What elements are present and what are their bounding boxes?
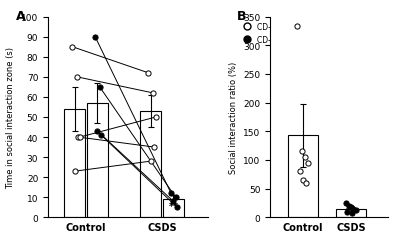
Point: [153, 116, 159, 119]
Point: [346, 204, 352, 208]
Bar: [336, 209, 366, 218]
Point: [74, 76, 80, 80]
Bar: [288, 136, 318, 218]
Text: **: **: [346, 206, 356, 216]
Point: [344, 210, 351, 214]
Point: [298, 150, 305, 154]
Point: [294, 25, 300, 29]
Text: B: B: [237, 10, 246, 22]
Point: [304, 161, 311, 165]
Point: [168, 192, 174, 196]
Point: [353, 209, 360, 213]
Point: [349, 211, 355, 215]
Point: [145, 72, 152, 76]
Bar: [87, 104, 108, 218]
Y-axis label: Social interaction ratio (%): Social interaction ratio (%): [228, 62, 238, 174]
Point: [174, 206, 180, 210]
Point: [71, 170, 78, 173]
Legend: CD-1 (−), CD-1 (+): CD-1 (−), CD-1 (+): [238, 21, 292, 46]
Point: [172, 196, 179, 200]
Point: [96, 86, 103, 89]
Point: [303, 181, 309, 185]
Point: [92, 36, 98, 40]
Point: [302, 156, 308, 160]
Point: [98, 134, 104, 138]
Point: [343, 201, 349, 205]
Y-axis label: Time in social interaction zone (s): Time in social interaction zone (s): [6, 47, 16, 188]
Point: [147, 160, 154, 164]
Bar: [163, 200, 184, 218]
Point: [300, 178, 306, 182]
Point: [170, 200, 176, 203]
Point: [94, 130, 100, 134]
Point: [151, 146, 158, 150]
Text: **: **: [168, 202, 178, 211]
Bar: [64, 110, 85, 218]
Text: A: A: [16, 10, 26, 22]
Point: [150, 92, 156, 96]
Point: [69, 46, 76, 50]
Point: [348, 205, 354, 209]
Point: [296, 170, 303, 174]
Point: [77, 136, 83, 140]
Point: [350, 207, 356, 211]
Bar: [140, 112, 161, 218]
Point: [75, 136, 82, 140]
